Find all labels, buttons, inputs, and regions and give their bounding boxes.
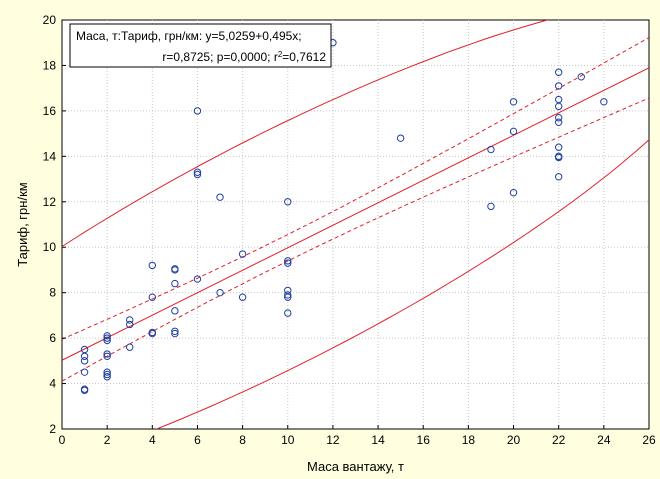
- data-point: [238, 250, 247, 258]
- x-tick-label: 8: [239, 433, 246, 447]
- data-point: [193, 107, 202, 115]
- data-point: [103, 350, 111, 358]
- data-point: [193, 275, 202, 283]
- x-tick-label: 22: [552, 433, 566, 447]
- x-tick-label: 0: [59, 433, 66, 447]
- data-point: [80, 345, 89, 354]
- regression-line: [62, 67, 649, 361]
- data-point: [126, 320, 134, 329]
- regression-annotation: Маса, т:Тариф, грн/км: y=5,0259+0,495x; …: [69, 23, 332, 68]
- data-point: [126, 343, 134, 351]
- data-point: [284, 198, 292, 206]
- data-point: [103, 373, 111, 381]
- x-tick-label: 14: [371, 433, 385, 447]
- data-point: [193, 168, 202, 176]
- y-axis-label: Тариф, грн/км: [15, 182, 30, 266]
- data-point: [487, 202, 495, 211]
- y-tick-label: 14: [43, 149, 57, 163]
- data-point: [396, 134, 405, 142]
- y-tick-label: 6: [49, 331, 56, 345]
- data-point: [554, 82, 563, 90]
- x-tick-label: 6: [194, 433, 201, 447]
- data-point: [171, 265, 179, 273]
- data-point: [554, 118, 563, 126]
- x-tick-label: 26: [642, 433, 656, 447]
- y-tick-label: 2: [49, 422, 56, 436]
- data-point: [103, 336, 111, 345]
- data-point: [171, 307, 179, 315]
- data-point: [171, 327, 179, 335]
- y-tick-label: 4: [49, 377, 56, 391]
- data-point: [216, 193, 224, 201]
- y-tick-label: 16: [43, 104, 57, 118]
- x-tick-label: 10: [281, 433, 295, 447]
- y-tick-label: 12: [43, 195, 57, 209]
- data-point: [284, 259, 292, 267]
- data-point: [554, 143, 563, 151]
- data-point: [148, 261, 157, 270]
- plot-area: [61, 19, 650, 430]
- y-tick-label: 18: [43, 58, 57, 72]
- y-tick-label: 20: [43, 13, 57, 27]
- confidence-band-upper: [62, 37, 649, 340]
- data-point: [600, 98, 608, 106]
- data-point: [284, 291, 292, 299]
- data-point: [171, 329, 179, 338]
- data-point: [193, 170, 202, 179]
- data-point: [103, 334, 111, 342]
- x-tick-label: 20: [507, 433, 521, 447]
- grid-lines: [62, 20, 649, 429]
- data-point: [103, 368, 111, 376]
- confidence-band-lower: [62, 97, 649, 382]
- data-point: [238, 293, 247, 301]
- x-tick-label: 24: [597, 433, 611, 447]
- annotation-box: [69, 23, 332, 68]
- x-tick-label: 2: [104, 433, 111, 447]
- data-point: [148, 328, 157, 337]
- data-point: [554, 68, 563, 76]
- data-point: [284, 286, 292, 295]
- data-point: [509, 98, 518, 106]
- data-point: [577, 73, 585, 81]
- data-point: [554, 114, 563, 122]
- y-tick-label: 8: [49, 286, 56, 300]
- x-tick-label: 12: [326, 433, 340, 447]
- data-point: [103, 370, 111, 379]
- data-point: [284, 309, 292, 317]
- data-point: [554, 95, 563, 104]
- data-point: [80, 357, 89, 365]
- annotation-line-2: r=0,8725; p=0,0000; r2=0,7612: [162, 50, 326, 65]
- data-point: [103, 332, 111, 340]
- data-point: [171, 279, 179, 288]
- data-point: [103, 352, 111, 360]
- data-point: [509, 127, 518, 136]
- data-point: [509, 188, 518, 197]
- data-point: [487, 145, 495, 154]
- y-tick-label: 10: [43, 240, 57, 254]
- x-tick-label: 16: [417, 433, 431, 447]
- x-tick-label: 4: [149, 433, 156, 447]
- data-point: [126, 316, 134, 324]
- data-point: [80, 368, 89, 376]
- x-axis-ticks: 0 2 4 6 8 10 12 14 16 18 20 22 24 26: [59, 425, 656, 447]
- data-point: [284, 257, 292, 265]
- y-axis-ticks: 2 4 6 8 10 12 14 16 18 20: [43, 13, 66, 436]
- data-point: [148, 293, 157, 301]
- data-point: [216, 288, 224, 297]
- x-tick-label: 18: [462, 433, 476, 447]
- x-axis-label: Маса вантажу, т: [307, 459, 404, 474]
- data-point: [554, 152, 563, 161]
- data-point: [554, 173, 563, 181]
- annotation-line-1: Маса, т:Тариф, грн/км: y=5,0259+0,495x;: [76, 29, 302, 43]
- data-point: [80, 385, 89, 393]
